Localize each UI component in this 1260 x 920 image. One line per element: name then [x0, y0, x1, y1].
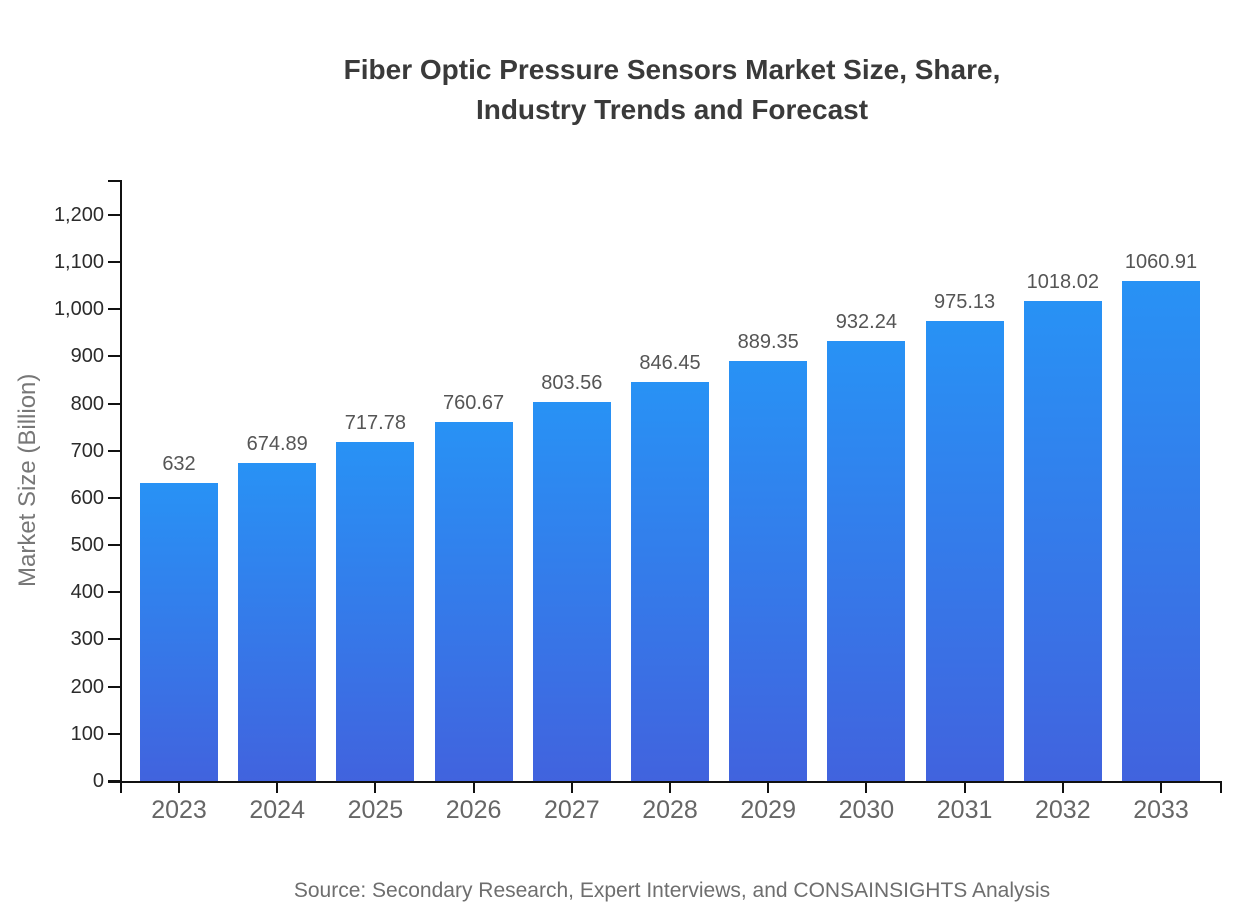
y-axis-tick-label: 500 — [70, 534, 104, 557]
x-axis-tick-label: 2030 — [838, 796, 895, 824]
y-axis-tick — [108, 591, 120, 594]
bar-2027 — [532, 401, 611, 781]
y-axis-tick-label: 600 — [70, 486, 104, 509]
bar-2028 — [631, 381, 709, 781]
y-axis-tick-label: 900 — [70, 345, 104, 368]
y-axis-tick — [108, 308, 120, 311]
bar-value-label: 760.67 — [443, 392, 505, 415]
bar-value-label: 1018.02 — [1026, 270, 1099, 293]
bar-2025 — [336, 442, 415, 781]
bar-value-label: 975.13 — [934, 291, 996, 313]
bar-value-label: 932.24 — [835, 311, 897, 334]
x-axis-tick — [963, 783, 966, 793]
x-axis-tick-label: 2029 — [740, 796, 796, 824]
y-axis-tick — [108, 544, 120, 547]
y-axis-tick — [108, 732, 120, 735]
bar-value-label: 674.89 — [246, 432, 308, 455]
bar-value-label: 632 — [162, 452, 196, 475]
x-axis-tick-label: 2024 — [249, 796, 305, 824]
bar-2024 — [238, 462, 317, 781]
x-axis-line — [108, 781, 1222, 783]
y-axis-tick-label: 300 — [70, 628, 104, 651]
x-axis-tick-label: 2023 — [151, 796, 207, 824]
x-axis-tick-label: 2032 — [1034, 796, 1091, 824]
x-axis-tick — [374, 783, 377, 793]
y-axis-tick — [108, 261, 120, 264]
y-axis-tick-label: 100 — [70, 722, 104, 745]
y-axis-tick-label: 800 — [70, 392, 104, 415]
bar-2023 — [140, 482, 218, 781]
y-axis-tick — [108, 685, 120, 688]
chart-title: Fiber Optic Pressure Sensors Market Size… — [122, 50, 1222, 130]
x-axis-tick — [767, 783, 770, 793]
y-axis-tick — [108, 496, 120, 499]
x-axis-tick-label: 2033 — [1133, 796, 1189, 824]
bar-2026 — [434, 422, 513, 781]
x-axis-tick — [178, 783, 180, 793]
y-axis-tick-label: 1,100 — [53, 251, 104, 274]
y-axis-top-cap — [108, 180, 120, 182]
x-axis-tick — [1160, 783, 1162, 793]
y-axis-tick — [108, 780, 120, 782]
y-axis-tick-label: 1,200 — [53, 203, 104, 226]
y-axis-tick — [108, 449, 120, 452]
chart-title-line-1: Fiber Optic Pressure Sensors Market Size… — [343, 54, 1001, 85]
y-axis-tick — [108, 638, 120, 641]
x-axis-tick-label: 2031 — [936, 796, 993, 824]
bar-2030 — [827, 341, 906, 781]
y-axis-tick-label: 1,000 — [53, 298, 104, 321]
x-axis-tick-label: 2026 — [445, 796, 502, 824]
bar-value-label: 889.35 — [737, 331, 799, 354]
bar-2033 — [1122, 280, 1200, 781]
x-axis-tick-label: 2028 — [642, 796, 698, 824]
y-axis-tick-label: 200 — [70, 675, 104, 698]
x-axis-tick — [669, 783, 671, 793]
bar-value-label: 846.45 — [639, 351, 701, 374]
x-axis-tick — [472, 783, 475, 793]
x-axis-end-cap — [1220, 781, 1222, 793]
y-axis-tick-label: 700 — [70, 439, 104, 462]
bar-2032 — [1023, 300, 1102, 781]
x-axis-tick — [865, 783, 868, 793]
y-axis-tick — [108, 355, 120, 358]
y-axis-tick — [108, 402, 120, 405]
plot-area: 0 100 200 300 400 500 600 700 800 900 1,000 1,100 1,… — [54, 180, 1222, 824]
bar-value-label: 717.78 — [344, 412, 406, 435]
x-axis-tick — [570, 783, 573, 793]
y-axis-line — [120, 180, 122, 793]
x-axis-tick-label: 2025 — [347, 796, 404, 824]
chart-title-line-2: Industry Trends and Forecast — [475, 94, 869, 125]
y-axis-tick — [108, 213, 120, 216]
y-axis-tick-label: 400 — [70, 581, 104, 604]
y-axis-tick-label: 0 — [92, 770, 104, 792]
bar-value-label: 803.56 — [541, 371, 603, 394]
bar-2029 — [729, 361, 808, 781]
x-axis-tick — [1061, 783, 1064, 793]
bar-2031 — [925, 321, 1004, 781]
x-axis-tick — [276, 783, 279, 793]
source-note: Source: Secondary Research, Expert Inter… — [293, 879, 1051, 902]
bar-value-label: 1060.91 — [1124, 250, 1198, 273]
x-axis-tick-label: 2027 — [543, 796, 600, 824]
